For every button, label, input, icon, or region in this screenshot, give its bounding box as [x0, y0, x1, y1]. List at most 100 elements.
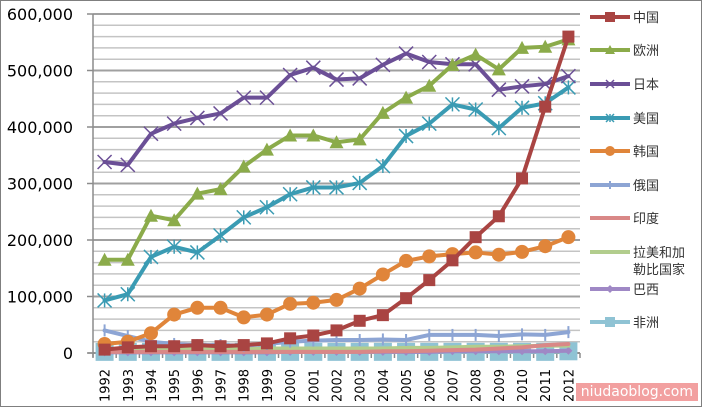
legend-item: 印度 — [590, 211, 659, 227]
data-point — [491, 247, 506, 262]
data-point — [352, 175, 368, 191]
data-point — [166, 116, 182, 132]
data-point — [236, 310, 251, 325]
data-point — [166, 239, 182, 255]
x-tick-label: 2010 — [516, 369, 531, 402]
data-point — [422, 78, 437, 92]
data-point — [143, 208, 158, 222]
legend-item: 中国 — [590, 11, 659, 26]
data-point — [421, 54, 437, 70]
data-point — [541, 347, 550, 356]
x-tick-label: 2007 — [446, 369, 461, 402]
x-tick-label: 2002 — [331, 369, 346, 402]
data-point — [605, 45, 615, 54]
data-point — [605, 113, 615, 123]
data-point — [376, 309, 389, 322]
data-point — [514, 78, 530, 94]
series-line — [102, 343, 571, 352]
data-point — [422, 249, 437, 264]
legend-label: 欧洲 — [633, 44, 659, 59]
data-point — [352, 70, 368, 86]
data-point — [514, 100, 530, 116]
data-point — [214, 340, 227, 353]
data-point — [398, 128, 414, 144]
series-8 — [102, 343, 571, 352]
data-point — [560, 79, 576, 95]
legend-label: 中国 — [633, 11, 659, 26]
series-1 — [98, 30, 575, 356]
data-point — [328, 72, 345, 88]
data-point — [213, 227, 229, 244]
data-point — [515, 244, 530, 259]
legend-item: 美国 — [590, 112, 659, 127]
data-point — [375, 267, 390, 282]
x-tick-label: 1998 — [238, 369, 253, 402]
data-point — [97, 292, 113, 308]
data-point — [468, 245, 483, 260]
data-point — [329, 135, 344, 149]
legend-label: 非洲 — [633, 316, 659, 331]
x-tick-label: 2008 — [470, 369, 485, 402]
data-point — [168, 340, 181, 353]
data-point — [143, 249, 159, 265]
data-point — [605, 146, 615, 156]
data-point — [516, 172, 529, 185]
data-point — [375, 158, 391, 174]
data-point — [561, 230, 576, 245]
data-point — [306, 295, 321, 310]
data-point — [352, 132, 367, 146]
legend-label: 拉美和加勒比国家 — [633, 246, 685, 278]
x-tick-label: 2003 — [354, 369, 369, 402]
data-point — [259, 199, 275, 215]
x-tick-label: 1995 — [168, 369, 183, 402]
y-tick-label: 200,000 — [7, 231, 73, 250]
data-point — [491, 82, 507, 98]
y-tick-label: 500,000 — [7, 62, 73, 81]
data-point — [167, 213, 182, 227]
series-4 — [97, 79, 576, 308]
data-point — [399, 253, 414, 268]
data-point — [423, 274, 436, 287]
data-point — [120, 252, 135, 266]
data-point — [213, 182, 228, 196]
x-tick-label: 2001 — [307, 369, 322, 402]
data-point — [97, 252, 112, 266]
series-3 — [97, 46, 576, 173]
data-point — [421, 116, 437, 132]
legend-label: 韩国 — [633, 145, 659, 160]
data-point — [236, 90, 252, 106]
data-point — [305, 60, 321, 76]
data-point — [259, 142, 274, 156]
data-point — [213, 105, 229, 121]
x-tick-label: 1997 — [215, 369, 230, 402]
legend-label: 日本 — [633, 78, 659, 93]
data-point — [444, 96, 460, 112]
legend-item: 欧洲 — [590, 44, 659, 59]
legend-item: 拉美和加勒比国家 — [590, 246, 685, 278]
data-point — [283, 296, 298, 311]
x-tick-label: 2012 — [562, 369, 577, 402]
x-tick-label: 2000 — [284, 369, 299, 402]
data-point — [189, 244, 205, 260]
x-tick-label: 2005 — [400, 369, 415, 402]
data-point — [305, 179, 321, 195]
data-point — [98, 343, 111, 356]
legend-item: 巴西 — [590, 283, 659, 298]
data-point — [330, 324, 343, 337]
data-point — [190, 300, 205, 315]
data-point — [538, 39, 553, 53]
data-point — [445, 57, 460, 71]
data-point — [469, 231, 482, 244]
y-tick-label: 0 — [63, 344, 73, 363]
data-point — [353, 314, 366, 327]
data-point — [399, 90, 414, 104]
data-point — [605, 12, 615, 22]
data-point — [143, 326, 158, 341]
data-point — [282, 186, 298, 202]
data-point — [144, 340, 157, 353]
series-5 — [97, 230, 576, 351]
data-point — [189, 110, 205, 126]
data-point — [307, 329, 320, 342]
x-axis-tick-labels: 1992 1993 1994 1995 1996 1997 1998 1999 2000 2001… — [99, 369, 578, 402]
